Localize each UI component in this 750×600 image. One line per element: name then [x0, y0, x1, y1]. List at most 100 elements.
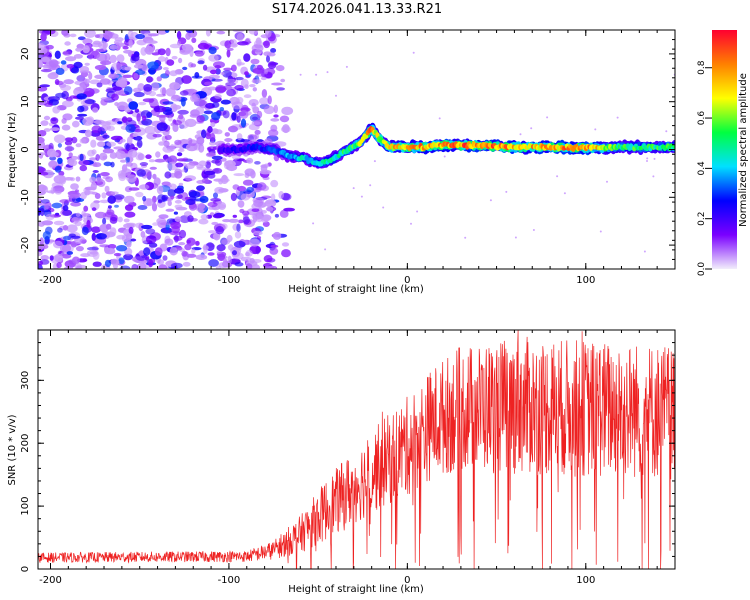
spectrogram-noise-blob [267, 61, 277, 69]
y-tick-label: -10 [20, 189, 31, 205]
spectrogram-noise-blob [174, 171, 183, 179]
spectrogram-noise-blob [238, 219, 244, 224]
spectrogram-noise-blob [90, 182, 97, 191]
spectrogram-noise-blob [178, 148, 185, 152]
spectrogram-noise-blob [208, 259, 220, 267]
spectrogram-noise-blob [233, 240, 246, 248]
spectrogram-noise-blob [52, 106, 61, 114]
spectrogram-noise-blob [95, 211, 107, 219]
spectrogram-noise-blob [186, 253, 197, 258]
spectrogram-noise-blob [122, 45, 129, 50]
spectrogram-noise-blob [84, 129, 92, 138]
spectrogram-noise-blob [237, 200, 245, 208]
spectrogram-noise-blob [160, 222, 171, 226]
spectrogram-noise-blob [138, 101, 147, 106]
spectrogram-noise-blob [260, 34, 270, 39]
spectrogram-noise-blob [169, 43, 182, 49]
spectrogram-noise-blob [224, 40, 232, 49]
spectrogram-noise-blob [158, 141, 165, 146]
spectrogram-noise-blob [115, 79, 128, 88]
spectrogram-noise-blob [125, 233, 132, 241]
spectrogram-noise-blob [104, 185, 110, 193]
spectrogram-noise-blob [148, 159, 156, 163]
spectrogram-noise-blob [69, 33, 77, 38]
spectrogram-noise-blob [117, 121, 123, 125]
spectrogram-noise-blob [172, 104, 182, 110]
spectrogram-noise-blob [171, 55, 178, 60]
spectrogram-noise-blob [214, 158, 222, 166]
spectrogram-noise-blob [166, 147, 173, 151]
spectrogram-noise-blob [186, 239, 191, 244]
spectrogram-noise-blob [252, 197, 265, 204]
spectrogram-stray-dot [345, 65, 348, 68]
spectrogram-noise-blob [177, 194, 183, 199]
spectrogram-noise-blob [61, 124, 71, 131]
spectrogram-noise-blob [64, 41, 71, 46]
spectrogram-noise-blob [161, 181, 171, 187]
spectrogram-noise-blob [62, 205, 69, 211]
spectrogram-noise-blob [40, 120, 49, 126]
spectrogram-stray-dot [599, 230, 602, 233]
spectrogram-noise-blob [122, 74, 133, 79]
spectrogram-noise-blob [53, 240, 63, 249]
spectrogram-noise-blob [179, 90, 189, 96]
spectrogram-noise-blob [109, 54, 117, 64]
spectrogram-noise-blob [68, 152, 73, 157]
spectrogram-noise-blob [263, 255, 273, 263]
spectrogram-noise-blob [95, 154, 100, 161]
spectrogram-noise-blob [174, 216, 182, 222]
spectrogram-noise-blob [109, 44, 119, 50]
spectrogram-noise-blob [81, 239, 87, 244]
spectrogram-noise-blob [130, 238, 137, 242]
spectrogram-noise-blob [165, 87, 176, 97]
spectrogram-noise-blob [116, 245, 128, 252]
spectrogram-noise-blob [214, 94, 222, 99]
spectrogram-noise-blob [228, 218, 240, 223]
spectrogram-noise-blob [167, 155, 178, 164]
spectrogram-noise-blob [276, 87, 285, 91]
spectrogram-noise-blob [45, 44, 54, 50]
spectrogram-noise-blob [211, 221, 219, 226]
spectrogram-track-blob [364, 134, 369, 139]
spectrogram-noise-blob [100, 60, 112, 65]
spectrogram-noise-blob [227, 255, 232, 265]
spectrogram-noise-blob [117, 216, 123, 223]
spectrogram-noise-blob [140, 231, 146, 238]
spectrogram-noise-blob [178, 182, 184, 186]
spectrogram-noise-blob [178, 242, 186, 246]
x-tick-label: 0 [404, 275, 410, 286]
spectrogram-y-axis-label: Frequency (Hz) [7, 112, 18, 188]
spectrogram-noise-blob [38, 136, 44, 142]
spectrogram-noise-blob [128, 39, 133, 48]
spectrogram-noise-blob [57, 143, 63, 148]
spectrogram-noise-blob [149, 166, 157, 170]
spectrogram-noise-blob [63, 235, 72, 241]
spectrogram-noise-blob [135, 69, 146, 75]
spectrogram-noise-blob [136, 139, 143, 148]
spectrogram-stray-dot [556, 175, 559, 178]
spectrogram-noise-blob [92, 251, 100, 260]
spectrogram-noise-blob [75, 189, 79, 193]
spectrogram-noise-blob [118, 257, 125, 265]
spectrogram-noise-blob [106, 141, 116, 147]
y-tick-label: 0 [20, 566, 31, 572]
spectrogram-noise-blob [178, 57, 183, 64]
spectrogram-noise-blob [54, 79, 60, 85]
spectrogram-noise-blob [167, 189, 176, 197]
spectrogram-noise-blob [77, 105, 85, 113]
spectrogram-stray-dot [646, 157, 649, 160]
x-tick-label: -200 [39, 575, 62, 586]
spectrogram-noise-blob [269, 247, 279, 255]
spectrogram-noise-blob [90, 139, 97, 148]
spectrogram-noise-blob [251, 208, 260, 212]
spectrogram-noise-blob [201, 178, 210, 184]
spectrogram-stray-dot [352, 187, 355, 190]
spectrogram-noise-blob [190, 63, 197, 68]
spectrogram-noise-blob [70, 67, 80, 74]
spectrogram-noise-blob [111, 62, 123, 72]
spectrogram-stray-dot [665, 130, 668, 133]
spectrogram-noise-blob [77, 113, 88, 117]
spectrogram-stray-dot [443, 155, 446, 158]
spectrogram-noise-blob [121, 117, 127, 123]
